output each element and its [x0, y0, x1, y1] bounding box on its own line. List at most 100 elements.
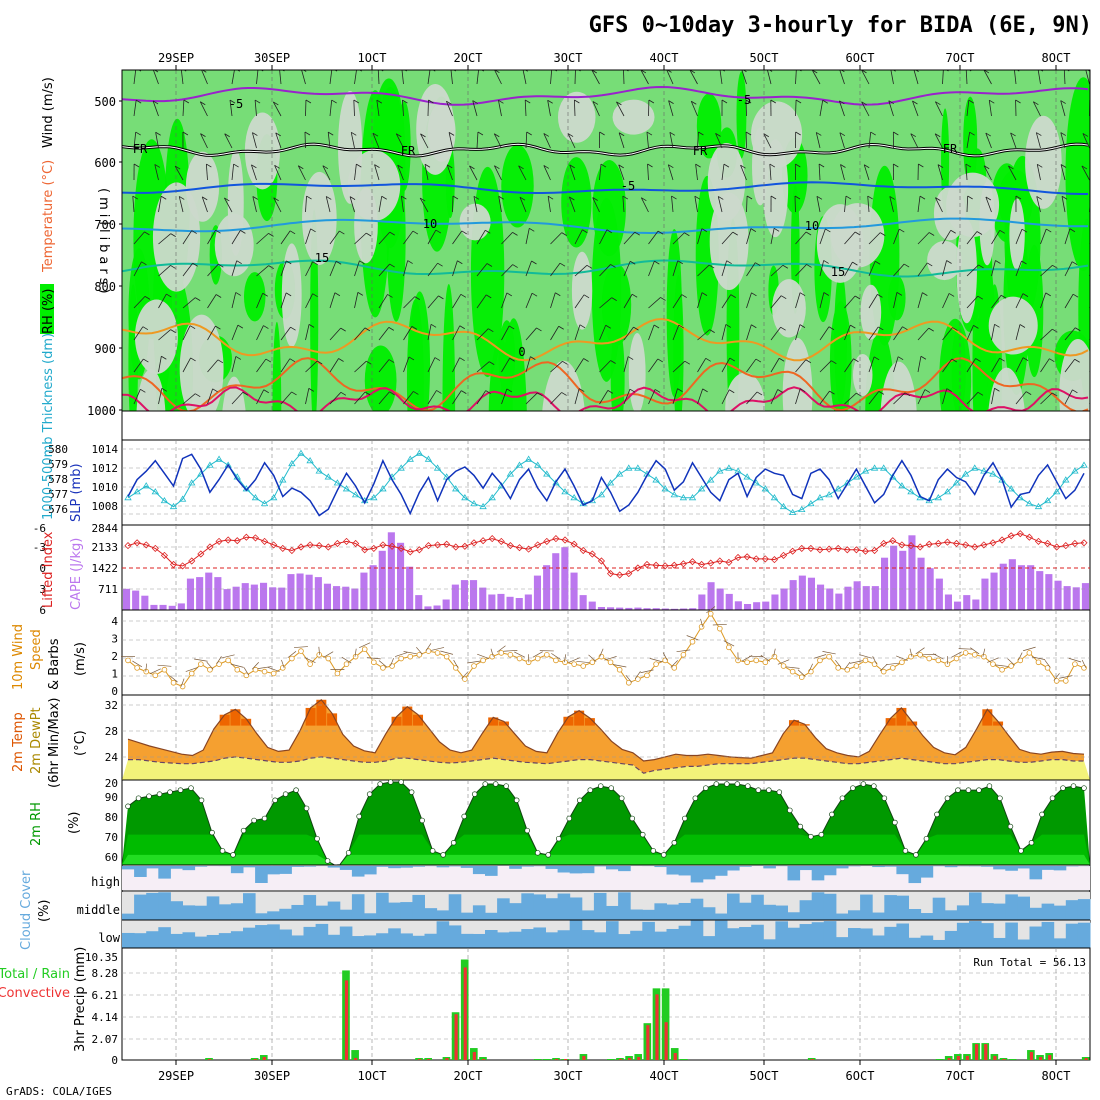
- wind-barb-flag: [554, 70, 558, 72]
- wind-barb-flag: [457, 260, 463, 265]
- cloud-middle-bar: [376, 892, 389, 920]
- wind-barb-flag: [730, 294, 736, 298]
- wind-barb-flag: [795, 99, 802, 104]
- wind10m-marker: [225, 657, 231, 664]
- cloud-middle-bar: [569, 897, 583, 920]
- wind-barb: [329, 70, 333, 85]
- wind-barb-flag: [861, 101, 867, 106]
- contour-label: -5: [737, 93, 751, 107]
- wind-barb: [672, 232, 685, 245]
- wind-barb-flag: [461, 230, 467, 235]
- wind-barb: [427, 324, 432, 341]
- wind-barb-flag: [133, 163, 140, 168]
- wind-barb: [795, 359, 807, 373]
- wind-barb-flag: [822, 99, 828, 104]
- cloud-low-bar: [969, 921, 982, 948]
- wind-barb: [942, 327, 953, 341]
- cloud-low-bar: [666, 928, 680, 948]
- wind-barb-flag: [472, 100, 478, 104]
- precip-conv-bar: [253, 1059, 257, 1060]
- cloud-middle-bar: [860, 894, 873, 920]
- pressure-tick: 800: [94, 280, 116, 294]
- li-marker: [880, 539, 888, 548]
- wind10m-barb: [341, 656, 352, 664]
- wind-barb: [402, 100, 404, 117]
- cape-bar: [278, 587, 286, 610]
- thickness-marker: [470, 499, 478, 507]
- thickness-marker: [889, 473, 897, 480]
- temp-hot-bar: [488, 717, 499, 726]
- rh2m-marker: [471, 791, 478, 797]
- wind-barb-flag: [485, 390, 491, 394]
- date-label-top: 2OCT: [454, 51, 483, 65]
- wind-barb: [1060, 132, 1066, 149]
- wind-barb-flag: [182, 131, 189, 136]
- cloud-middle-bar: [412, 894, 425, 920]
- wind-barb-flag: [132, 195, 138, 200]
- wind10m-marker: [198, 661, 204, 667]
- wind-barb: [573, 99, 576, 117]
- wind-barb-flag: [893, 163, 899, 168]
- rh-dry-area: [709, 192, 749, 291]
- rh2m-marker: [1007, 823, 1014, 830]
- wind-barb-flag: [485, 294, 492, 299]
- wind-barb: [868, 356, 875, 373]
- cloud-middle-bar: [993, 903, 1006, 920]
- wind10m-marker: [261, 668, 268, 675]
- wind10m-barb: [987, 657, 999, 663]
- wind-barb-flag: [396, 133, 402, 138]
- wind-barb-flag: [473, 195, 480, 200]
- rh2m-marker: [1039, 811, 1045, 818]
- wind-barb-flag: [718, 196, 724, 200]
- cape-bar: [415, 595, 423, 610]
- cape-bar: [853, 581, 861, 610]
- wind10m-marker: [707, 610, 714, 617]
- thickness-marker: [943, 488, 952, 495]
- wind-barb-flag: [610, 264, 616, 268]
- wind-barb: [403, 326, 413, 341]
- wind-barb: [329, 392, 342, 405]
- thickness-marker: [133, 488, 141, 495]
- wind-barb: [574, 324, 581, 341]
- wind-barb: [623, 326, 634, 341]
- cape-bar: [944, 594, 952, 610]
- wind-barb-flag: [985, 132, 992, 137]
- precip-total-bar: [543, 1059, 551, 1060]
- wind-barb: [640, 70, 649, 85]
- wind-barb: [592, 197, 600, 213]
- wind10m-marker: [371, 659, 377, 666]
- rh-moist-area: [696, 93, 722, 159]
- cloud-low-bar: [400, 933, 413, 948]
- rh2m-marker: [188, 785, 194, 791]
- wind-barb: [378, 263, 390, 277]
- cape-bar: [1072, 587, 1080, 610]
- wind-barb-flag: [715, 133, 721, 137]
- pressure-tick: 700: [94, 218, 116, 232]
- cloud-middle-bar: [485, 912, 498, 920]
- thickness-marker: [670, 491, 678, 498]
- wind10m-marker: [680, 651, 687, 658]
- wind-barb: [419, 197, 429, 213]
- thickness-marker: [315, 467, 323, 474]
- wind10m-barb: [599, 648, 604, 657]
- li-marker: [251, 534, 260, 542]
- wind-barb: [275, 132, 282, 149]
- wind-barb-flag: [994, 323, 1000, 328]
- wind-barb: [697, 132, 699, 149]
- wind-barb-flag: [414, 296, 420, 300]
- wind-barb: [618, 164, 625, 181]
- wind10m-marker: [744, 659, 750, 666]
- cloud-middle-bar: [630, 909, 643, 920]
- wind-barb-flag: [768, 70, 773, 72]
- rh-moist-area: [939, 318, 972, 411]
- wind-barb-flag: [289, 230, 296, 235]
- wind-barb-flag: [646, 131, 653, 136]
- cloud-middle-bar: [146, 892, 159, 920]
- cape-bar: [132, 590, 140, 610]
- wind10m-marker: [844, 666, 851, 673]
- thickness-marker: [142, 482, 150, 489]
- wind-barb: [672, 388, 678, 405]
- wind-barb-flag: [372, 132, 379, 137]
- wind-barb: [622, 196, 625, 213]
- precip-conv-bar: [965, 1056, 970, 1060]
